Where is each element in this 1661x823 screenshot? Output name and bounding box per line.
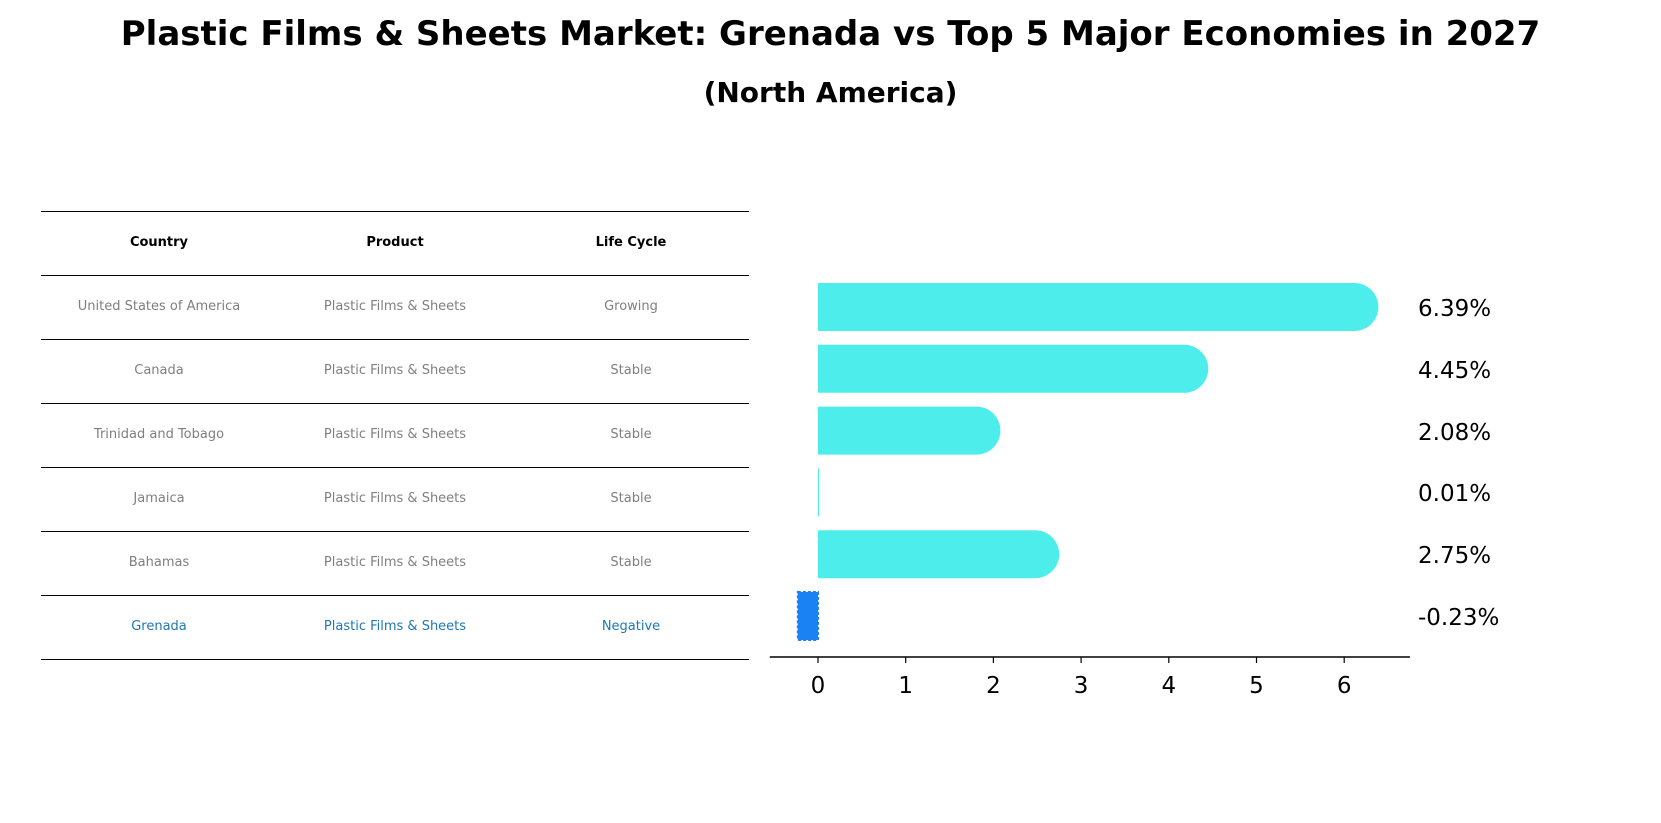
cell-life-cycle: Stable xyxy=(610,427,652,442)
table-row: Trinidad and Tobago Plastic Films & Shee… xyxy=(41,403,749,467)
x-tick-label: 3 xyxy=(1073,673,1089,699)
bar-bahamas xyxy=(818,530,1060,579)
bar-value-label: 0.01% xyxy=(1418,481,1492,508)
chart-title: Plastic Films & Sheets Market: Grenada v… xyxy=(120,14,1541,54)
chart-subtitle: (North America) xyxy=(703,76,958,109)
header-country: Country xyxy=(129,235,189,250)
cell-country: Trinidad and Tobago xyxy=(93,427,225,442)
cell-life-cycle: Stable xyxy=(610,555,652,570)
cell-life-cycle: Growing xyxy=(604,299,658,314)
bar-value-label: 6.39% xyxy=(1418,296,1492,322)
table-row: United States of America Plastic Films &… xyxy=(41,275,749,339)
x-tick-label: 4 xyxy=(1161,673,1177,699)
bar-jamaica xyxy=(818,468,819,517)
cell-product: Plastic Films & Sheets xyxy=(323,427,467,442)
bar-canada xyxy=(818,344,1209,393)
cell-product: Plastic Films & Sheets xyxy=(323,491,467,506)
cell-life-cycle: Stable xyxy=(610,491,652,506)
cell-country: Jamaica xyxy=(133,491,185,506)
table-row: Bahamas Plastic Films & Sheets Stable xyxy=(41,531,749,595)
bar-value-label: 2.75% xyxy=(1418,543,1492,570)
bar-value-label: 2.08% xyxy=(1418,419,1492,446)
table-header-row: Country Product Life Cycle xyxy=(41,211,749,275)
cell-life-cycle: Stable xyxy=(610,363,652,378)
x-tick-label: 1 xyxy=(898,673,913,699)
x-tick-label: 2 xyxy=(986,673,1001,699)
x-tick-label: 6 xyxy=(1336,673,1352,699)
table-row: Jamaica Plastic Films & Sheets Stable xyxy=(41,467,749,531)
bar-grenada xyxy=(796,591,819,641)
x-tick-label: 5 xyxy=(1249,673,1264,699)
cell-life-cycle: Negative xyxy=(601,619,661,634)
cell-country: Grenada xyxy=(131,619,187,634)
cell-country: United States of America xyxy=(77,299,241,314)
cell-product: Plastic Films & Sheets xyxy=(323,555,467,570)
table-row: Canada Plastic Films & Sheets Stable xyxy=(41,339,749,403)
cell-product: Plastic Films & Sheets xyxy=(323,363,467,378)
bar-value-label: -0.23% xyxy=(1418,605,1500,631)
cell-country: Bahamas xyxy=(128,555,190,570)
table-row-highlighted: Grenada Plastic Films & Sheets Negative xyxy=(41,595,749,660)
life-cycle-table: Country Product Life Cycle United States… xyxy=(41,211,749,660)
header-product: Product xyxy=(366,235,424,250)
header-life-cycle: Life Cycle xyxy=(595,235,667,250)
bar-trinidad-and-tobago xyxy=(818,406,1001,455)
bar-value-label: 4.45% xyxy=(1418,357,1492,384)
cell-product: Plastic Films & Sheets xyxy=(323,619,467,634)
bar-united-states-of-america xyxy=(818,283,1379,331)
cell-country: Canada xyxy=(134,363,184,378)
x-tick-label: 0 xyxy=(810,673,826,699)
cell-product: Plastic Films & Sheets xyxy=(323,299,467,314)
